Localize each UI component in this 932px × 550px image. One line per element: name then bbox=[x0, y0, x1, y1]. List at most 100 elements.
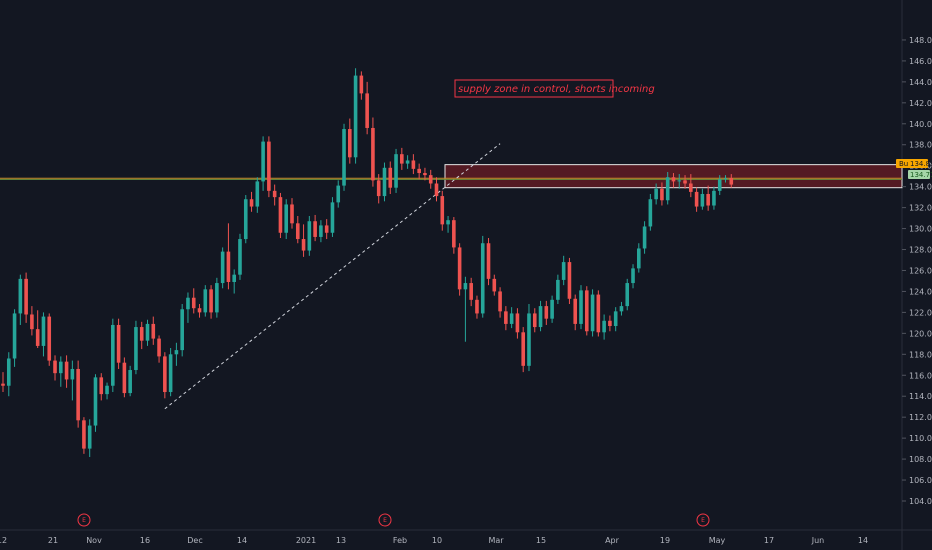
candle[interactable] bbox=[12, 309, 17, 367]
earnings-event-marker[interactable]: E bbox=[696, 513, 710, 527]
candle[interactable] bbox=[41, 312, 46, 357]
candle[interactable] bbox=[613, 307, 618, 332]
candle[interactable] bbox=[428, 169, 433, 189]
candle[interactable] bbox=[371, 117, 375, 187]
candle[interactable] bbox=[694, 187, 699, 212]
candle[interactable] bbox=[446, 215, 450, 233]
candle[interactable] bbox=[457, 243, 462, 296]
candle[interactable] bbox=[249, 191, 254, 212]
candle[interactable] bbox=[243, 195, 248, 244]
candle[interactable] bbox=[220, 247, 225, 289]
candle[interactable] bbox=[584, 286, 589, 336]
candle[interactable] bbox=[186, 292, 190, 323]
candle[interactable] bbox=[712, 186, 716, 210]
candle[interactable] bbox=[498, 287, 502, 318]
candle[interactable] bbox=[197, 304, 202, 318]
candle[interactable] bbox=[226, 223, 231, 290]
candle[interactable] bbox=[232, 269, 236, 294]
candle[interactable] bbox=[388, 161, 393, 194]
candle[interactable] bbox=[307, 215, 312, 256]
candle[interactable] bbox=[365, 81, 369, 135]
candle[interactable] bbox=[532, 308, 537, 333]
candle[interactable] bbox=[515, 308, 520, 339]
candle[interactable] bbox=[18, 274, 23, 325]
candle[interactable] bbox=[573, 294, 578, 331]
candle[interactable] bbox=[619, 301, 624, 316]
candle[interactable] bbox=[411, 154, 416, 175]
candle[interactable] bbox=[348, 118, 352, 164]
candle[interactable] bbox=[290, 198, 294, 229]
candle[interactable] bbox=[278, 192, 283, 238]
candle[interactable] bbox=[654, 183, 658, 205]
candle[interactable] bbox=[625, 278, 630, 311]
candle[interactable] bbox=[648, 193, 653, 231]
trendline[interactable] bbox=[164, 143, 501, 410]
candle[interactable] bbox=[70, 360, 75, 401]
candle[interactable] bbox=[111, 318, 115, 393]
candle[interactable] bbox=[47, 313, 52, 366]
candle[interactable] bbox=[671, 173, 676, 188]
candle[interactable] bbox=[417, 163, 421, 180]
candle[interactable] bbox=[203, 285, 208, 317]
candle[interactable] bbox=[538, 300, 543, 332]
candle[interactable] bbox=[1, 372, 5, 393]
candle[interactable] bbox=[157, 335, 161, 363]
candle[interactable] bbox=[128, 365, 132, 397]
candle[interactable] bbox=[301, 224, 306, 257]
candle[interactable] bbox=[353, 68, 358, 164]
candle[interactable] bbox=[590, 289, 595, 337]
candle[interactable] bbox=[284, 199, 289, 240]
candle[interactable] bbox=[238, 233, 242, 280]
candle[interactable] bbox=[53, 355, 57, 381]
candle[interactable] bbox=[145, 319, 150, 346]
candle[interactable] bbox=[579, 285, 583, 330]
candle[interactable] bbox=[486, 237, 491, 286]
candle[interactable] bbox=[544, 300, 549, 325]
earnings-event-marker[interactable]: E bbox=[378, 513, 392, 527]
candle[interactable] bbox=[30, 306, 34, 336]
candle[interactable] bbox=[168, 348, 173, 397]
candle[interactable] bbox=[122, 357, 127, 398]
candle[interactable] bbox=[452, 217, 456, 254]
candle[interactable] bbox=[93, 374, 98, 432]
candle[interactable] bbox=[608, 315, 612, 332]
candle[interactable] bbox=[336, 180, 341, 208]
candle[interactable] bbox=[602, 314, 606, 340]
candle[interactable] bbox=[550, 295, 554, 323]
candle[interactable] bbox=[342, 123, 346, 191]
annotation-box[interactable]: supply zone in control, shorts incoming bbox=[454, 79, 655, 98]
candle[interactable] bbox=[105, 382, 109, 400]
candle[interactable] bbox=[521, 327, 525, 373]
candle[interactable] bbox=[319, 220, 323, 243]
candle[interactable] bbox=[423, 167, 427, 181]
candle[interactable] bbox=[556, 274, 560, 305]
candle[interactable] bbox=[463, 276, 468, 342]
candle[interactable] bbox=[405, 155, 410, 169]
candle[interactable] bbox=[6, 352, 11, 397]
candle[interactable] bbox=[64, 355, 69, 388]
candle[interactable] bbox=[24, 272, 28, 323]
candle[interactable] bbox=[689, 174, 693, 198]
candle[interactable] bbox=[191, 288, 196, 314]
candle[interactable] bbox=[480, 235, 485, 318]
candle[interactable] bbox=[174, 342, 179, 366]
candle[interactable] bbox=[139, 321, 144, 350]
candle[interactable] bbox=[215, 277, 219, 318]
candle[interactable] bbox=[475, 295, 479, 319]
candle[interactable] bbox=[683, 175, 687, 189]
candle[interactable] bbox=[261, 136, 265, 191]
candle[interactable] bbox=[527, 304, 531, 372]
candle[interactable] bbox=[394, 148, 398, 193]
candle[interactable] bbox=[434, 177, 439, 202]
candle[interactable] bbox=[87, 419, 92, 457]
candle[interactable] bbox=[631, 264, 635, 289]
candle[interactable] bbox=[134, 320, 138, 375]
candle[interactable] bbox=[665, 171, 670, 205]
candle[interactable] bbox=[324, 219, 329, 240]
candle[interactable] bbox=[400, 147, 404, 170]
candle[interactable] bbox=[116, 318, 121, 369]
candle[interactable] bbox=[59, 356, 63, 387]
earnings-event-marker[interactable]: E bbox=[77, 513, 91, 527]
candle[interactable] bbox=[504, 306, 508, 331]
candle[interactable] bbox=[509, 307, 514, 329]
